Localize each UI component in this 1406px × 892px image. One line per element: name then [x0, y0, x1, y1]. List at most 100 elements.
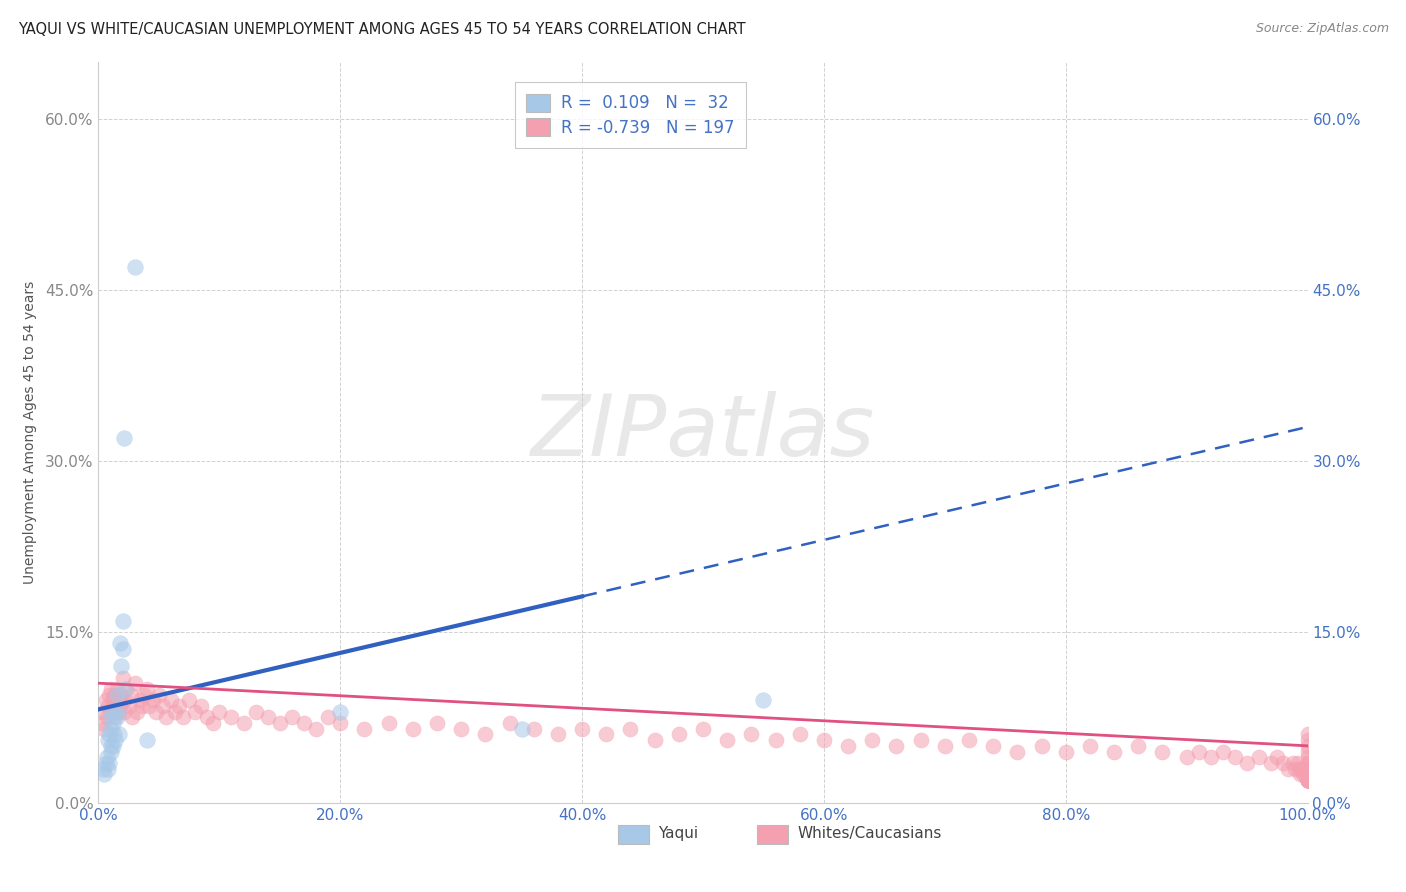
Point [120, 688, 142, 702]
Point [104, 710, 127, 724]
Point [93, 767, 115, 781]
Point [115, 681, 138, 696]
Point [1296, 767, 1319, 781]
Point [316, 710, 339, 724]
Point [571, 722, 593, 736]
Point [1288, 762, 1310, 776]
Point [1296, 767, 1319, 781]
Point [1286, 756, 1309, 770]
Point [1296, 772, 1319, 787]
Point [101, 716, 124, 731]
Point [292, 716, 315, 731]
Point [1199, 750, 1222, 764]
Point [1296, 772, 1319, 787]
FancyBboxPatch shape [619, 825, 648, 844]
Point [112, 705, 135, 719]
Point [692, 722, 714, 736]
Point [1296, 767, 1319, 781]
Point [1296, 767, 1319, 781]
Point [108, 698, 131, 713]
Point [172, 710, 194, 724]
Point [1296, 762, 1319, 776]
Point [128, 693, 150, 707]
Point [134, 688, 156, 702]
Point [1296, 762, 1319, 776]
Point [668, 727, 690, 741]
Point [135, 681, 157, 696]
Point [97, 698, 120, 713]
Point [1296, 750, 1319, 764]
Point [1296, 739, 1319, 753]
Point [131, 698, 153, 713]
Point [813, 733, 835, 747]
Point [1175, 750, 1198, 764]
Point [1296, 767, 1319, 781]
Point [498, 716, 520, 731]
Point [1296, 772, 1319, 787]
Point [100, 722, 122, 736]
Point [1296, 767, 1319, 781]
Point [1188, 745, 1211, 759]
Point [353, 722, 375, 736]
Point [101, 698, 124, 713]
Point [1295, 767, 1317, 781]
Point [184, 705, 207, 719]
Point [1296, 772, 1319, 787]
Point [1296, 767, 1319, 781]
Point [1296, 762, 1319, 776]
Point [1054, 745, 1077, 759]
Point [1152, 745, 1174, 759]
Point [1296, 772, 1319, 787]
Y-axis label: Unemployment Among Ages 45 to 54 years: Unemployment Among Ages 45 to 54 years [22, 281, 37, 584]
Point [1296, 767, 1319, 781]
Point [1296, 772, 1319, 787]
Point [98, 727, 121, 741]
Point [1236, 756, 1258, 770]
Point [108, 636, 131, 650]
Point [1282, 756, 1305, 770]
Point [94, 693, 117, 707]
Point [1296, 772, 1319, 787]
Point [105, 681, 128, 696]
Point [1296, 772, 1319, 787]
Point [112, 431, 135, 445]
Point [1296, 762, 1319, 776]
Point [305, 722, 328, 736]
Point [1296, 772, 1319, 787]
FancyBboxPatch shape [758, 825, 787, 844]
Point [1296, 767, 1319, 781]
Point [329, 716, 352, 731]
Point [1296, 772, 1319, 787]
Point [111, 642, 134, 657]
Point [1296, 772, 1319, 787]
Point [152, 698, 174, 713]
Point [1296, 772, 1319, 787]
Point [101, 739, 124, 753]
Point [1296, 762, 1319, 776]
Point [1296, 767, 1319, 781]
Point [190, 698, 212, 713]
Point [1260, 756, 1282, 770]
Point [1223, 750, 1246, 764]
Point [155, 710, 177, 724]
Point [1296, 772, 1319, 787]
Point [103, 688, 125, 702]
Point [329, 705, 352, 719]
Point [1296, 772, 1319, 787]
Point [1296, 767, 1319, 781]
Point [103, 727, 125, 741]
Point [100, 739, 122, 753]
Point [1296, 767, 1319, 781]
Point [1292, 762, 1315, 776]
Point [1296, 762, 1319, 776]
Point [100, 693, 122, 707]
Point [1296, 762, 1319, 776]
Point [179, 693, 201, 707]
Point [1296, 767, 1319, 781]
Text: ZIPatlas: ZIPatlas [531, 391, 875, 475]
Point [1078, 739, 1101, 753]
Point [1296, 745, 1319, 759]
Text: Whites/Caucasians: Whites/Caucasians [797, 826, 942, 841]
Point [547, 727, 569, 741]
Point [1296, 767, 1319, 781]
